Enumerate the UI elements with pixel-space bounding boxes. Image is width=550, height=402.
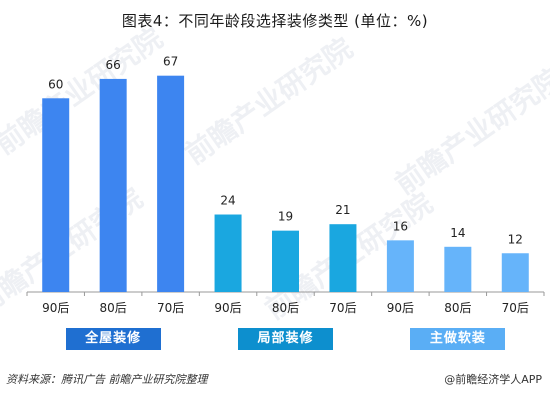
x-tick-label: 70后 (329, 301, 356, 315)
data-label: 14 (450, 226, 465, 240)
x-tick-label: 90后 (387, 301, 414, 315)
data-label: 19 (278, 210, 293, 224)
bar (157, 75, 185, 292)
data-label: 66 (106, 58, 121, 72)
bar (329, 224, 357, 292)
bar (386, 240, 414, 292)
bar (214, 214, 242, 292)
group-label: 局部装修 (238, 328, 333, 350)
x-tick-label: 90后 (42, 301, 69, 315)
bar (272, 230, 299, 292)
data-label: 67 (163, 55, 178, 69)
x-tick-label: 70后 (502, 301, 529, 315)
bar (444, 246, 472, 292)
group-label: 主做软装 (410, 328, 506, 350)
data-label: 12 (508, 232, 523, 246)
data-label: 21 (335, 203, 350, 217)
x-tick-label: 80后 (100, 301, 127, 315)
chart-title: 图表4：不同年龄段选择装修类型 (单位：%) (121, 12, 429, 30)
x-tick-label: 70后 (157, 301, 184, 315)
bar (501, 253, 529, 292)
data-label: 24 (220, 194, 235, 208)
x-tick-label: 80后 (272, 301, 299, 315)
brand-note: @前瞻经济学人APP (444, 373, 542, 386)
group-label: 全屋装修 (65, 328, 161, 350)
data-label: 60 (48, 77, 63, 91)
data-label: 16 (393, 219, 408, 233)
bar (42, 98, 70, 293)
source-note: 资料来源：腾讯广告 前瞻产业研究院整理 (6, 373, 208, 386)
x-tick-label: 80后 (444, 301, 471, 315)
x-tick-label: 90后 (214, 301, 241, 315)
bar (99, 78, 127, 293)
